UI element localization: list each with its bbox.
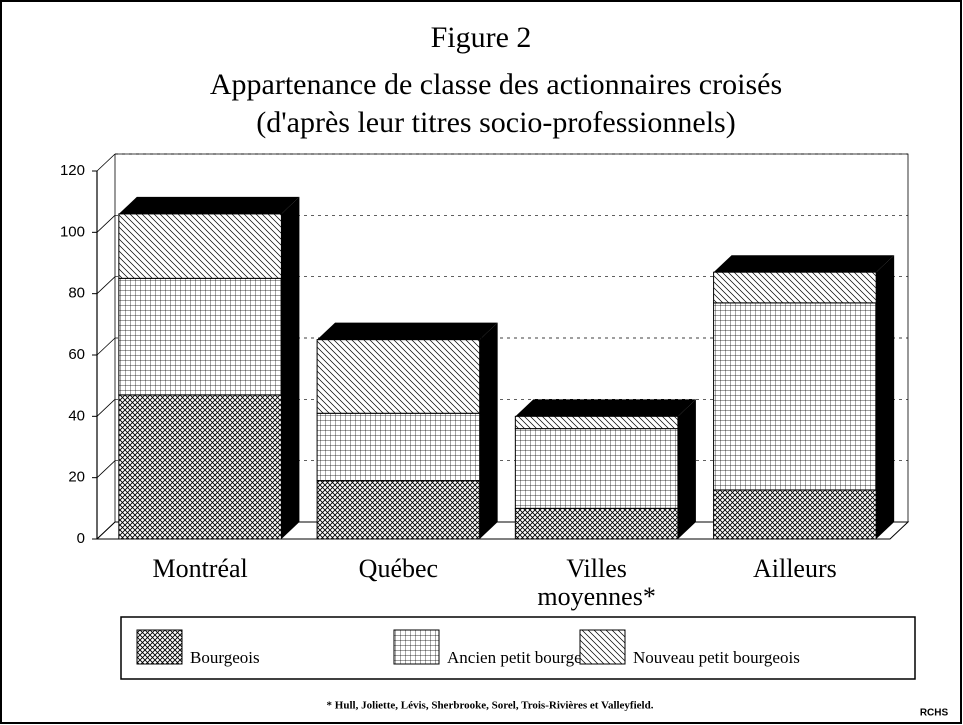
tick-diagonal: [96, 399, 116, 417]
tick-diagonal: [96, 460, 116, 478]
bar-segment: [713, 302, 877, 491]
x-tick-label: Ailleurs: [753, 554, 837, 583]
y-tick-label: 60: [68, 346, 85, 363]
y-tick-label: 40: [68, 407, 85, 424]
bar-segment: [118, 394, 282, 540]
bar-side: [281, 196, 300, 539]
bar-segment: [316, 480, 481, 540]
x-tick-label: Villes moyennes*: [537, 554, 655, 611]
legend-label: Nouveau petit bourgeois: [633, 648, 800, 667]
y-tick-label: 20: [68, 469, 85, 486]
y-tick-label: 120: [60, 162, 85, 179]
legend-swatch: [136, 629, 183, 665]
bar-top: [713, 255, 895, 273]
legend-swatch: [579, 629, 626, 665]
tick-diagonal: [96, 276, 116, 294]
legend-label: Ancien petit bourgeois: [447, 648, 602, 667]
chart-title: Figure 2: [431, 21, 532, 54]
y-tick-label: 80: [68, 285, 85, 302]
bar-segment: [713, 271, 877, 304]
bar-side: [677, 399, 696, 539]
bar-segment: [514, 507, 679, 540]
tick-diagonal: [96, 337, 116, 356]
legend-swatch: [393, 629, 440, 665]
tick-diagonal: [96, 521, 116, 540]
credit: RCHS: [920, 708, 949, 719]
bar-segment: [118, 277, 282, 396]
bar-top: [118, 196, 300, 214]
legend-label: Bourgeois: [190, 648, 260, 667]
bar-segment: [713, 489, 877, 540]
tick-diagonal: [96, 153, 116, 172]
bar-top: [515, 399, 696, 417]
y-tick-label: 100: [60, 223, 85, 240]
footnote: * Hull, Joliette, Lévis, Sherbrooke, Sor…: [327, 700, 654, 712]
chart-subtitle: Appartenance de classe des actionnaires …: [210, 68, 782, 101]
bar-segment: [514, 428, 679, 509]
bar-segment: [118, 213, 282, 279]
bar-side: [876, 255, 895, 539]
legend-box: [120, 616, 916, 680]
bar-top: [317, 322, 498, 340]
x-tick-label: Montréal: [152, 554, 247, 583]
bar-segment: [514, 415, 679, 430]
chart-subtitle: (d'après leur titres socio-professionnel…: [256, 106, 735, 139]
bar-segment: [316, 339, 481, 414]
x-tick-label: Québec: [359, 554, 438, 583]
y-tick-label: 0: [77, 530, 85, 547]
tick-diagonal: [96, 215, 116, 233]
bar-segment: [316, 412, 481, 482]
bar-side: [479, 322, 498, 539]
